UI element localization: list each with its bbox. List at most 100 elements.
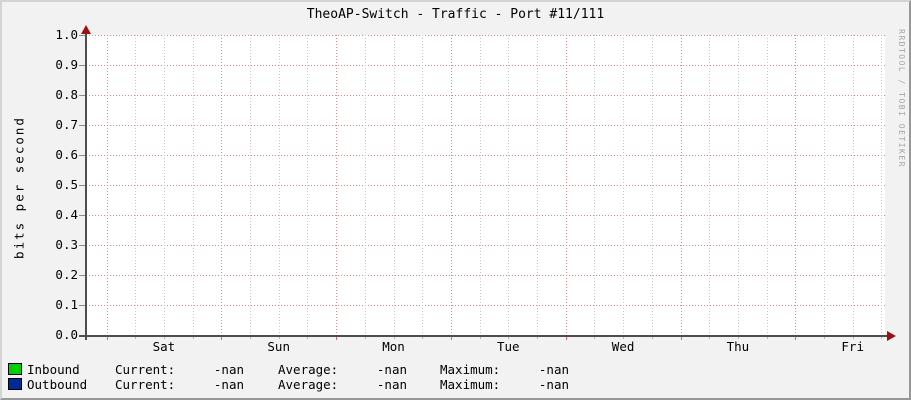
x-axis-tick-minor <box>881 335 883 339</box>
x-axis-tick-major <box>795 335 797 340</box>
x-axis-tick-major <box>565 335 567 340</box>
x-axis-tick-minor <box>537 335 538 339</box>
y-tick-label: 0.9 <box>55 57 78 72</box>
gridline-vertical-minor <box>766 35 768 335</box>
x-axis-tick-major <box>336 335 338 340</box>
gridline-vertical-minor <box>651 35 653 335</box>
x-axis-arrow-icon <box>887 331 896 341</box>
plot-area <box>79 35 885 340</box>
x-axis-tick-major <box>106 335 108 340</box>
gridline-vertical-minor <box>163 35 165 335</box>
x-axis-tick-minor <box>192 335 194 339</box>
x-axis-tick-minor <box>651 335 653 339</box>
x-axis-tick-minor <box>278 335 280 339</box>
x-axis-tick-minor <box>163 335 165 339</box>
gridline-vertical-minor <box>393 35 395 335</box>
gridline-vertical-major <box>795 35 797 335</box>
y-tick-label: 0.0 <box>55 327 78 342</box>
x-tick-label: Thu <box>726 339 750 354</box>
x-axis-tick-minor <box>623 335 625 339</box>
gridline-vertical-minor <box>709 35 711 335</box>
x-tick-label: Sun <box>267 339 290 354</box>
gridline-vertical-major <box>221 35 223 335</box>
gridline-vertical-major <box>336 35 338 335</box>
x-axis-tick-minor <box>307 335 309 339</box>
y-axis-tick <box>79 185 85 186</box>
outbound-color-swatch <box>8 378 22 390</box>
gridline-vertical-minor <box>250 35 251 335</box>
y-axis-tick <box>79 65 85 66</box>
y-tick-label: 0.3 <box>55 237 78 252</box>
y-tick-label: 0.4 <box>55 207 78 222</box>
x-tick-label: Tue <box>497 339 520 354</box>
gridline-vertical-minor <box>594 35 596 335</box>
x-tick-label: Sat <box>152 339 176 354</box>
legend-maximum-value: -nan <box>538 377 569 392</box>
y-tick-label: 0.8 <box>55 87 78 102</box>
gridline-horizontal-major <box>86 305 885 306</box>
y-axis-tick <box>79 305 85 306</box>
x-axis-line <box>79 335 887 337</box>
x-axis-tick-minor <box>709 335 711 339</box>
gridline-vertical-major <box>450 35 452 335</box>
x-axis-tick-minor <box>479 335 481 339</box>
legend-average-value: -nan <box>376 362 407 377</box>
x-tick-label: Mon <box>382 339 405 354</box>
gridline-horizontal-major <box>86 185 885 186</box>
x-axis-tick-minor <box>135 335 137 339</box>
y-axis-tick <box>79 95 85 96</box>
legend-average-label: Average: <box>278 377 339 392</box>
graph-title: TheoAP-Switch - Traffic - Port #11/111 <box>306 7 605 22</box>
legend-series-name: Inbound <box>27 362 80 377</box>
legend-row: Outbound Current: -nan Average: -nan Maximum:… <box>2 377 909 392</box>
legend-average-label: Average: <box>278 362 339 377</box>
gridline-vertical-major <box>680 35 682 335</box>
gridline-vertical-minor <box>824 35 825 335</box>
legend-average-value: -nan <box>376 377 407 392</box>
x-axis-tick-minor <box>393 335 395 339</box>
legend-current-value: -nan <box>213 377 244 392</box>
legend-series-name: Outbound <box>27 377 88 392</box>
x-axis-tick-minor <box>422 335 424 339</box>
x-axis-tick-minor <box>737 335 739 339</box>
y-tick-label: 0.7 <box>55 117 78 132</box>
y-axis-tick <box>79 245 85 246</box>
x-axis-tick-minor <box>250 335 251 339</box>
x-axis-tick-minor <box>364 335 366 339</box>
y-tick-label: 1.0 <box>55 27 78 42</box>
x-axis-tick-minor <box>766 335 768 339</box>
gridline-vertical-minor <box>307 35 309 335</box>
gridline-vertical-minor <box>192 35 194 335</box>
gridline-horizontal-major <box>86 35 885 36</box>
gridline-horizontal-major <box>86 125 885 126</box>
gridline-vertical-minor <box>623 35 625 335</box>
legend-current-label: Current: <box>115 377 176 392</box>
x-tick-label: Wed <box>611 339 635 354</box>
gridline-vertical-minor <box>852 35 854 335</box>
gridline-vertical-minor <box>422 35 424 335</box>
y-axis-tick <box>79 155 85 156</box>
y-tick-label: 0.6 <box>55 147 78 162</box>
legend-maximum-label: Maximum: <box>440 362 501 377</box>
y-axis-line <box>85 30 87 340</box>
gridline-vertical-major <box>106 35 108 335</box>
gridline-horizontal-major <box>86 215 885 216</box>
gridline-vertical-minor <box>479 35 481 335</box>
y-tick-label: 0.2 <box>55 267 78 282</box>
y-tick-label: 0.5 <box>55 177 78 192</box>
x-axis-tick-major <box>680 335 682 340</box>
gridline-vertical-minor <box>537 35 538 335</box>
y-axis-label: bits per second <box>11 116 27 259</box>
gridline-vertical-minor <box>737 35 739 335</box>
legend-row: Inbound Current: -nan Average: -nan Maximum: -… <box>2 362 909 377</box>
y-tick-label: 0.1 <box>55 297 78 312</box>
y-axis-tick <box>79 215 85 216</box>
gridline-vertical-minor <box>881 35 883 335</box>
gridline-horizontal-major <box>86 95 885 96</box>
x-axis-tick-minor <box>508 335 510 339</box>
legend-maximum-label: Maximum: <box>440 377 501 392</box>
y-axis-tick <box>79 125 85 126</box>
legend-current-label: Current: <box>115 362 176 377</box>
gridline-vertical-minor <box>508 35 510 335</box>
